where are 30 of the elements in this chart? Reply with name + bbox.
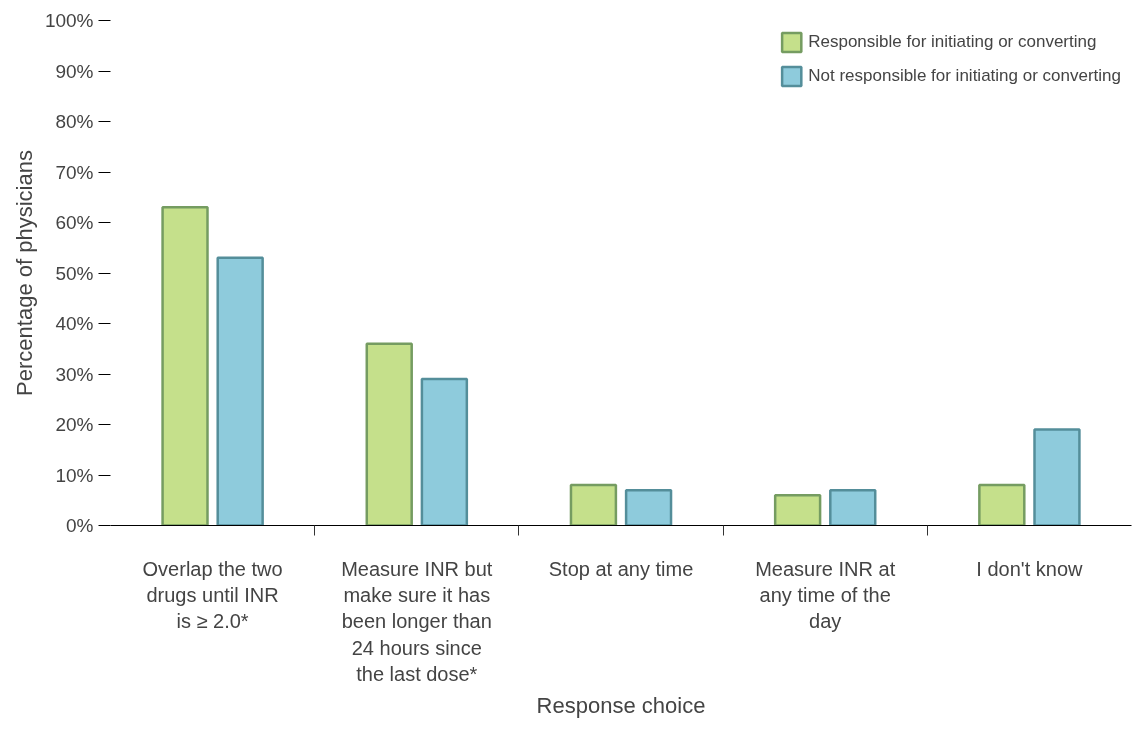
- bar: [365, 342, 413, 526]
- x-tick-label: I don't know: [976, 557, 1084, 580]
- x-tick-label: Stop at any time: [548, 557, 694, 580]
- y-tick-label: 0%: [66, 515, 94, 536]
- x-axis-title: Response choice: [536, 693, 706, 719]
- y-tick-label: 10%: [55, 464, 94, 486]
- x-tick-label: Measure INR but make sure it has been longer than 24 hours since the last dose*: [341, 557, 493, 686]
- y-tick-label: 80%: [55, 111, 94, 132]
- y-tick-label: 50%: [55, 262, 94, 284]
- x-tick-label: Overlap the two drugs until INR is ≥ 2.0*: [142, 557, 283, 633]
- y-tick-label: 30%: [55, 363, 94, 385]
- legend-label: Responsible for initiating or converting: [808, 32, 1097, 52]
- y-tick-label: 90%: [55, 60, 94, 82]
- legend-label: Not responsible for initiating or converting: [808, 66, 1121, 86]
- bar: [420, 377, 469, 526]
- bar: [161, 206, 209, 526]
- y-tick-label: 40%: [55, 313, 94, 334]
- y-tick-label: 100%: [44, 10, 94, 31]
- bar: [773, 493, 822, 526]
- bar: [624, 488, 673, 526]
- bar: [569, 483, 618, 526]
- bar: [978, 483, 1026, 526]
- y-tick-label: 70%: [55, 161, 94, 183]
- x-tick-label: Measure INR at any time of the day: [755, 557, 896, 633]
- y-tick-label: 60%: [55, 212, 94, 233]
- bar: [1033, 428, 1081, 526]
- bar: [216, 256, 264, 526]
- y-axis-title: Percentage of physicians: [11, 150, 37, 396]
- y-tick-label: 20%: [55, 414, 94, 435]
- bar: [829, 488, 877, 526]
